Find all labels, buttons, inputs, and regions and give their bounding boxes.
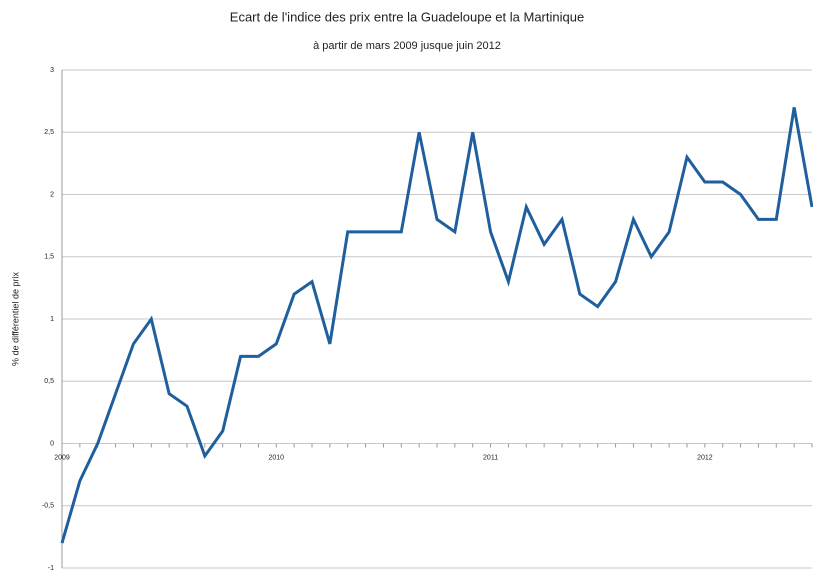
chart-title: Ecart de l'indice des prix entre la Guad… — [230, 9, 584, 24]
x-tick-label: 2009 — [54, 454, 70, 461]
y-axis-label: % de différentiel de prix — [10, 272, 20, 366]
y-tick-label: -0,5 — [42, 503, 54, 510]
series-line — [60, 107, 813, 544]
y-tick-label: 2,5 — [44, 129, 54, 136]
x-tick-label: 2012 — [697, 454, 713, 461]
chart-subtitle: à partir de mars 2009 jusque juin 2012 — [313, 40, 501, 52]
y-tick-label: 2 — [50, 191, 54, 198]
y-tick-label: 1 — [50, 316, 54, 323]
x-tick-label: 2011 — [483, 454, 498, 461]
x-tick-label: 2010 — [268, 454, 284, 461]
y-tick-label: 1,5 — [44, 254, 54, 261]
y-tick-label: 0,5 — [44, 378, 54, 385]
y-tick-label: 3 — [50, 67, 54, 74]
y-tick-label: -1 — [48, 565, 54, 572]
y-tick-label: 0 — [50, 440, 54, 447]
